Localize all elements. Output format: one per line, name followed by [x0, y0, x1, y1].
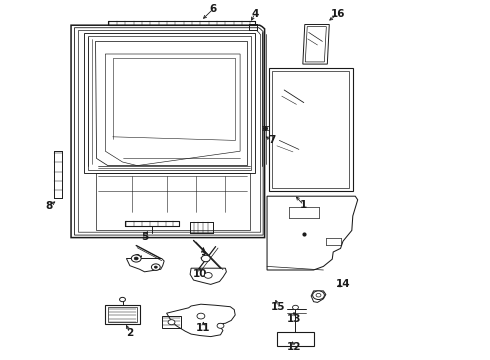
Text: 11: 11: [196, 323, 211, 333]
Circle shape: [316, 293, 321, 297]
Text: 14: 14: [336, 279, 350, 289]
Circle shape: [293, 305, 298, 310]
Text: 12: 12: [287, 342, 301, 352]
Text: 6: 6: [210, 4, 217, 14]
Text: 9: 9: [134, 254, 141, 264]
Text: 4: 4: [251, 9, 259, 19]
Circle shape: [120, 297, 125, 302]
Text: 7: 7: [268, 135, 276, 145]
Circle shape: [168, 320, 175, 325]
Text: 5: 5: [141, 232, 148, 242]
Circle shape: [154, 266, 157, 268]
Text: 15: 15: [271, 302, 286, 312]
Text: 13: 13: [287, 314, 301, 324]
Circle shape: [204, 273, 212, 278]
Text: 10: 10: [193, 269, 207, 279]
Circle shape: [134, 257, 138, 260]
Circle shape: [197, 313, 205, 319]
Text: 2: 2: [126, 328, 133, 338]
Circle shape: [313, 291, 324, 300]
Circle shape: [131, 255, 141, 262]
Text: 8: 8: [46, 201, 52, 211]
Circle shape: [217, 323, 224, 328]
Text: 3: 3: [200, 251, 207, 261]
Text: 16: 16: [331, 9, 345, 19]
Circle shape: [201, 255, 210, 262]
Text: 1: 1: [300, 200, 307, 210]
Circle shape: [151, 264, 160, 270]
